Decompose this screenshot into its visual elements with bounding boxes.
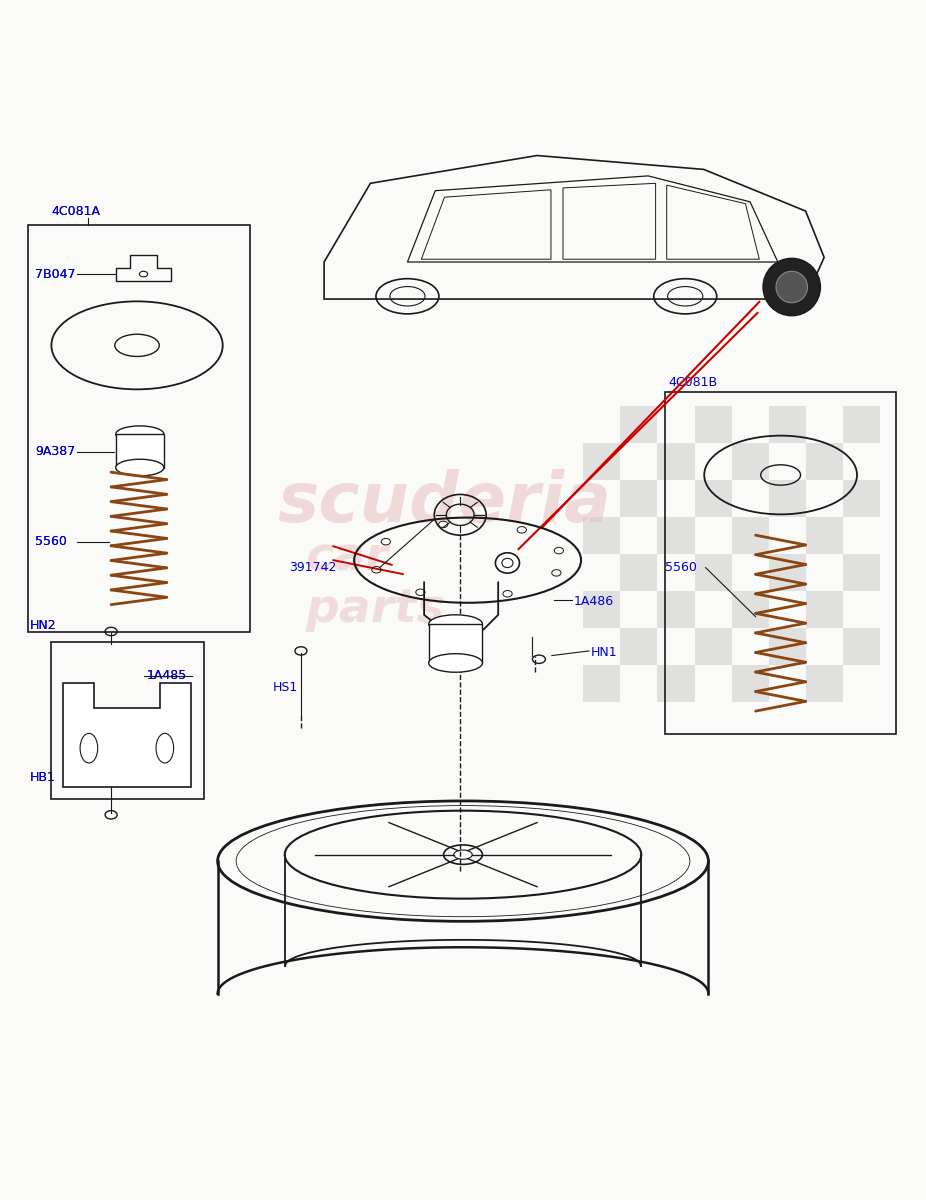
Text: 5560: 5560 bbox=[35, 535, 67, 548]
Bar bbox=[620, 628, 657, 665]
Text: HN1: HN1 bbox=[591, 647, 618, 659]
Bar bbox=[620, 553, 657, 590]
Bar bbox=[806, 665, 843, 702]
Text: HS1: HS1 bbox=[273, 680, 298, 694]
Text: 9A387: 9A387 bbox=[35, 445, 75, 458]
Text: 4C081A: 4C081A bbox=[51, 204, 100, 217]
Bar bbox=[657, 443, 694, 480]
Bar bbox=[732, 665, 769, 702]
Ellipse shape bbox=[763, 258, 820, 316]
Bar bbox=[620, 406, 657, 443]
Bar bbox=[583, 665, 620, 702]
Bar bbox=[657, 517, 694, 553]
Text: 4C081B: 4C081B bbox=[669, 376, 718, 389]
Bar bbox=[694, 480, 732, 517]
Bar bbox=[843, 553, 880, 590]
Bar bbox=[583, 443, 620, 480]
Bar bbox=[843, 628, 880, 665]
Text: 7B047: 7B047 bbox=[35, 268, 76, 281]
Text: 7B047: 7B047 bbox=[35, 268, 76, 281]
Text: parts: parts bbox=[306, 587, 445, 631]
Bar bbox=[116, 434, 164, 468]
Ellipse shape bbox=[429, 654, 482, 672]
Bar bbox=[694, 406, 732, 443]
Text: 1A485: 1A485 bbox=[146, 670, 186, 683]
Bar bbox=[51, 642, 204, 799]
Bar bbox=[769, 480, 806, 517]
Bar bbox=[769, 628, 806, 665]
Bar bbox=[732, 590, 769, 628]
Bar bbox=[806, 517, 843, 553]
Bar bbox=[843, 406, 880, 443]
Bar bbox=[583, 590, 620, 628]
Bar bbox=[657, 590, 694, 628]
Bar bbox=[694, 628, 732, 665]
Bar bbox=[843, 480, 880, 517]
Ellipse shape bbox=[116, 460, 164, 476]
Ellipse shape bbox=[429, 614, 482, 634]
Bar bbox=[732, 517, 769, 553]
Bar bbox=[620, 480, 657, 517]
Bar bbox=[665, 391, 896, 734]
Bar bbox=[429, 624, 482, 662]
Text: HN2: HN2 bbox=[30, 619, 56, 632]
Ellipse shape bbox=[495, 553, 519, 574]
Text: 391742: 391742 bbox=[289, 562, 336, 574]
Bar bbox=[694, 553, 732, 590]
Bar bbox=[769, 406, 806, 443]
Bar bbox=[732, 443, 769, 480]
Text: 9A387: 9A387 bbox=[35, 445, 75, 458]
Text: car: car bbox=[306, 536, 389, 581]
Text: 1A486: 1A486 bbox=[574, 595, 614, 608]
Bar bbox=[583, 517, 620, 553]
Text: HB1: HB1 bbox=[30, 772, 56, 785]
Ellipse shape bbox=[116, 426, 164, 443]
Bar bbox=[657, 665, 694, 702]
Text: HB1: HB1 bbox=[30, 772, 56, 785]
Text: 4C081A: 4C081A bbox=[51, 204, 100, 217]
Bar bbox=[806, 590, 843, 628]
Text: scuderia: scuderia bbox=[278, 469, 612, 536]
Ellipse shape bbox=[776, 271, 807, 302]
Text: 1A485: 1A485 bbox=[146, 670, 186, 683]
Polygon shape bbox=[63, 683, 191, 787]
Bar bbox=[28, 224, 250, 632]
Bar bbox=[769, 553, 806, 590]
Text: HN2: HN2 bbox=[30, 619, 56, 632]
Text: 5560: 5560 bbox=[665, 562, 696, 574]
Text: 5560: 5560 bbox=[35, 535, 67, 548]
Bar bbox=[806, 443, 843, 480]
